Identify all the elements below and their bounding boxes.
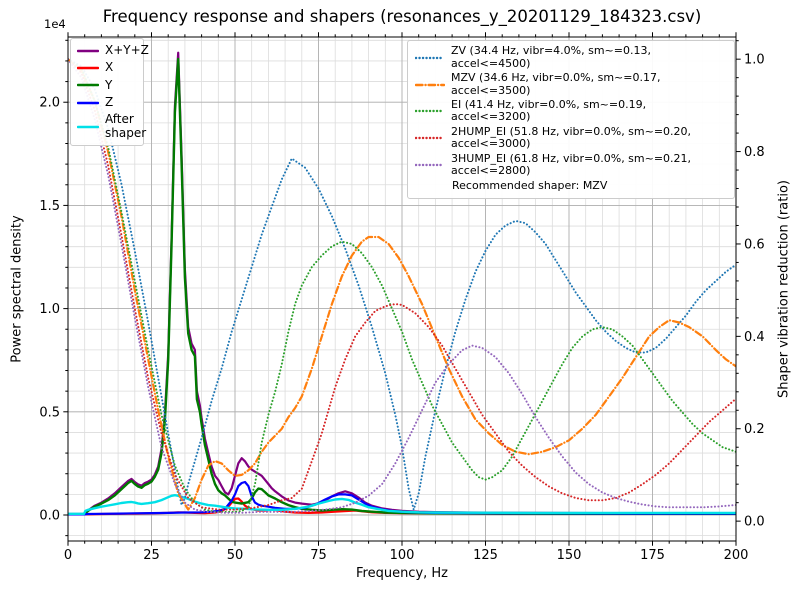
legend-shaper-item: MZV (34.6 Hz, vibr=0.0%, sm~=0.17, accel… [415,70,727,97]
legend-psd-label: After shaper [105,112,147,140]
legend-psd-item: Z [77,94,138,110]
x-axis-label: Frequency, Hz [355,566,449,581]
legend-sample-line [415,137,445,140]
series-ei [68,58,736,513]
y-right-tick-label: 0.2 [744,422,765,437]
legend-sample-line [415,83,445,86]
legend-sample-line [77,125,99,129]
series-y [68,57,736,516]
legend-sample-line [77,101,99,104]
series-zv [68,58,736,511]
y-right-tick-label: 1.0 [744,53,765,68]
legend-shaper-label: 2HUMP_EI (51.8 Hz, vibr=0.0%, sm~=0.20, … [451,124,692,151]
legend-psd-label: X [105,60,114,75]
legend-sample-line [77,84,99,87]
legend-sample-line [415,56,445,59]
legend-sample-line [77,66,99,70]
legend-psd-item: X+Y+Z [77,43,149,58]
x-tick-label: 50 [227,548,244,563]
legend-shaper-label: EI (41.4 Hz, vibr=0.0%, sm~=0.19, accel<… [451,97,647,124]
legend-psd-label: Y [105,77,113,92]
y-right-tick-label: 0.8 [744,145,765,160]
x-tick-label: 25 [143,548,160,563]
axis-tick-labels: 0 25 50 75 100 125 150 175 200 0.0 0.5 1.0 1.5 2.0 0.0… [39,53,764,563]
legend-shaper-item: EI (41.4 Hz, vibr=0.0%, sm~=0.19, accel<… [415,97,727,124]
legend-psd: X+Y+Z X Y Z After shaper [70,38,149,146]
legend-shaper-label: 3HUMP_EI (61.8 Hz, vibr=0.0%, sm~=0.21, … [451,151,692,178]
legend-sample-line [415,163,445,167]
y-left-tick-label: 0.5 [39,405,60,420]
x-tick-label: 175 [640,548,665,563]
chart-title: Frequency response and shapers (resonanc… [102,7,702,26]
legend-psd-item: Y [77,77,138,93]
y-right-tick-label: 0.4 [744,330,765,345]
legend-sample-line [77,49,99,53]
legend-psd-item: X [77,60,138,75]
series-3hump-ei [68,58,736,514]
y-left-tick-label: 0.0 [39,508,60,523]
y-left-tick-label: 2.0 [39,96,60,111]
series-x-y-z [68,51,736,516]
series-after-shaper [68,494,736,515]
x-tick-label: 0 [64,548,72,563]
x-tick-label: 75 [310,548,327,563]
series-lines [68,51,736,516]
y-left-tick-label: 1.5 [39,199,60,214]
legend-shaper-item: 3HUMP_EI (61.8 Hz, vibr=0.0%, sm~=0.21, … [415,151,727,178]
axis-ticks [63,32,741,546]
x-tick-label: 125 [473,548,498,563]
x-tick-label: 200 [724,548,749,563]
legend-shaper-item: 2HUMP_EI (51.8 Hz, vibr=0.0%, sm~=0.20, … [415,124,727,151]
legend-recommended-shaper: Recommended shaper: MZV [452,179,608,193]
x-tick-label: 100 [390,548,415,563]
y-left-tick-label: 1.0 [39,302,60,317]
legend-shapers: ZV (34.4 Hz, vibr=4.0%, sm~=0.13, accel<… [407,40,735,199]
series-2hump-ei [68,58,736,511]
legend-psd-label: X+Y+Z [105,43,149,57]
legend-shaper-item: ZV (34.4 Hz, vibr=4.0%, sm~=0.13, accel<… [415,44,727,70]
legend-psd-label: Z [105,94,114,109]
y-axis-offset-label: 1e4 [44,17,66,31]
y-right-tick-label: 0.0 [744,515,765,530]
legend-shaper-label: ZV (34.4 Hz, vibr=4.0%, sm~=0.13, accel<… [451,44,651,70]
x-tick-label: 150 [557,548,582,563]
legend-sample-line [415,110,445,113]
y-right-tick-label: 0.6 [744,237,765,252]
legend-shaper-label: MZV (34.6 Hz, vibr=0.0%, sm~=0.17, accel… [451,70,661,97]
legend-psd-item: After shaper [77,112,146,141]
